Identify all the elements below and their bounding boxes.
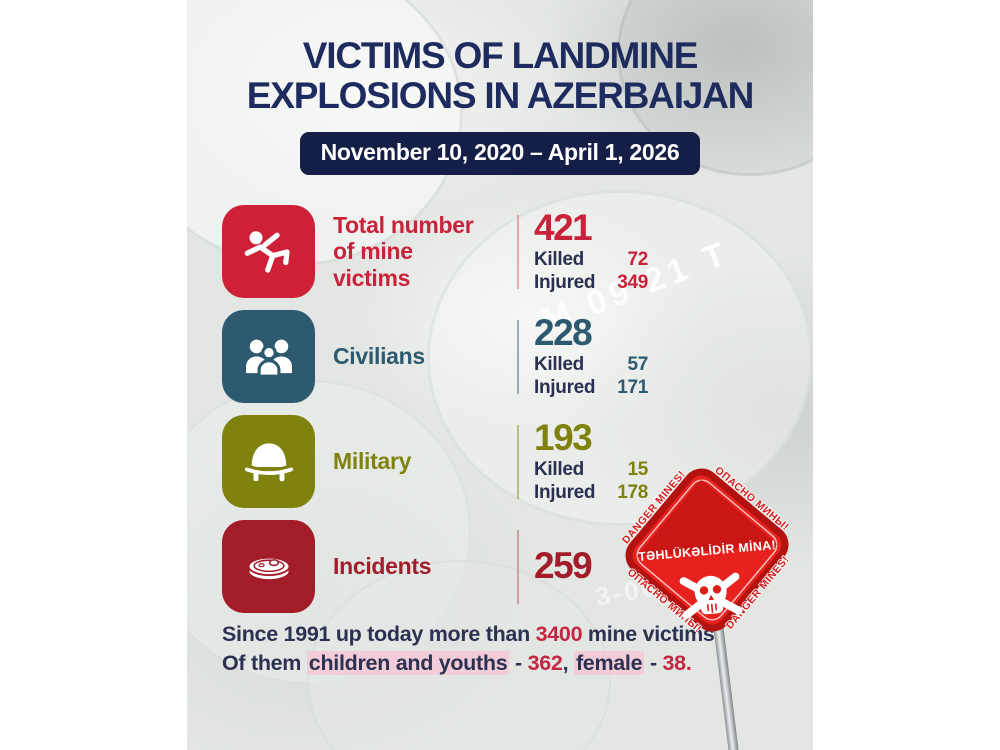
injured-label: Injured xyxy=(534,481,596,503)
highlight-children: children and youths xyxy=(306,651,510,676)
killed-label: Killed xyxy=(534,353,584,375)
divider xyxy=(517,319,519,394)
infographic-panel: M 09 21 T 3-001 VICTIMS OF LANDMINE EXPL… xyxy=(187,0,813,750)
injured-value: 178 xyxy=(617,481,648,503)
divider xyxy=(517,214,519,289)
stat-row-total-victims: Total number of mine victims 421 Killed 7… xyxy=(222,205,648,298)
stat-row-military: Military 193 Killed 15 Injured 178 xyxy=(222,415,648,508)
killed-label: Killed xyxy=(534,458,584,480)
stat-label-line1: Military xyxy=(333,448,412,475)
danger-mines-sign: DANGER MINES! ОПАСНО МИНЫ! ОПАСНО МИНЫ! … xyxy=(619,464,793,750)
stat-label-line2: of mine victims xyxy=(333,238,413,291)
killed-value: 15 xyxy=(627,458,648,480)
summary-number-3400: 3400 xyxy=(535,622,583,646)
military-helmet-icon xyxy=(222,415,315,508)
divider xyxy=(517,529,519,604)
skull-crossbones-icon xyxy=(679,572,743,620)
landmine-icon xyxy=(222,520,315,613)
injured-value: 171 xyxy=(617,376,648,398)
killed-value: 57 xyxy=(627,353,648,375)
summary-number-362: 362 xyxy=(527,651,563,676)
stat-total-value: 421 xyxy=(534,206,593,248)
stat-total-value: 228 xyxy=(534,311,593,353)
page-title-line1: VICTIMS OF LANDMINE xyxy=(302,35,699,76)
stats-list: Total number of mine victims 421 Killed 7… xyxy=(222,205,648,625)
stat-label: Military xyxy=(333,448,481,474)
stat-numbers: 193 Killed 15 Injured 178 xyxy=(534,416,648,504)
summary-number-38: 38 xyxy=(662,651,686,676)
stat-label-line1: Incidents xyxy=(333,553,432,580)
stat-label: Civilians xyxy=(333,343,481,369)
stat-label: Total number of mine victims xyxy=(333,212,481,291)
stat-numbers: 421 Killed 72 Injured 349 xyxy=(534,206,648,294)
injured-value: 349 xyxy=(617,271,648,293)
stat-row-incidents: Incidents 259 xyxy=(222,520,648,613)
divider xyxy=(517,424,519,499)
stat-numbers: 228 Killed 57 Injured 171 xyxy=(534,311,648,399)
page-title: VICTIMS OF LANDMINE EXPLOSIONS IN AZERBA… xyxy=(187,35,813,117)
date-range-badge: November 10, 2020 – April 1, 2026 xyxy=(299,131,701,175)
stat-total-value: 193 xyxy=(534,416,593,458)
killed-label: Killed xyxy=(534,248,584,270)
injured-label: Injured xyxy=(534,271,596,293)
blast-victim-icon xyxy=(222,205,315,298)
stat-label: Incidents xyxy=(333,553,481,579)
civilians-family-icon xyxy=(222,310,315,403)
killed-value: 72 xyxy=(627,248,648,270)
injured-label: Injured xyxy=(534,376,596,398)
stat-label-line1: Total number xyxy=(333,211,474,238)
stat-label-line1: Civilians xyxy=(333,343,425,370)
stat-row-civilians: Civilians 228 Killed 57 Injured 171 xyxy=(222,310,648,403)
page-title-line2: EXPLOSIONS IN AZERBAIJAN xyxy=(246,75,755,117)
